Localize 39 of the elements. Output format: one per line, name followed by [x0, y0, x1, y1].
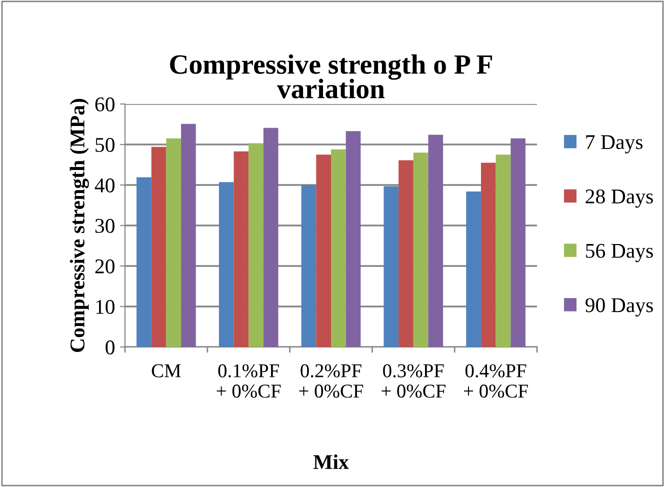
- x-tick-label: 0.3%PF + 0%CF: [382, 364, 446, 398]
- bar: [398, 160, 414, 347]
- y-axis-title: Compressive strength (MPa): [70, 98, 89, 352]
- y-tick-label: 20: [95, 259, 114, 274]
- bar: [466, 191, 481, 347]
- bar: [428, 134, 444, 347]
- bar: [496, 154, 511, 347]
- bar: [136, 177, 152, 347]
- bar: [166, 138, 182, 347]
- y-tick-label: 0: [106, 340, 114, 354]
- bar: [331, 149, 346, 347]
- bar: [480, 162, 496, 347]
- x-axis-title: Mix: [313, 454, 349, 469]
- y-tick-label: 10: [96, 300, 114, 314]
- legend-label: 90 Days: [585, 298, 653, 317]
- x-tick-label: CM: [152, 364, 181, 378]
- bar: [151, 146, 166, 347]
- bar: [413, 152, 428, 347]
- bar: [181, 124, 196, 347]
- bar: [301, 185, 316, 347]
- y-tick-label: 60: [95, 97, 114, 112]
- bar: [510, 138, 526, 347]
- chart-title: Compressive strength o P F variation: [170, 54, 492, 98]
- bar: [218, 182, 234, 347]
- x-tick-label: 0.2%PF + 0%CF: [299, 364, 364, 398]
- legend-label: 56 Days: [586, 244, 653, 262]
- bar: [248, 143, 264, 347]
- legend-label: 28 Days: [586, 189, 653, 208]
- x-tick-label: 0.1%PF + 0%CF: [216, 364, 281, 398]
- bar: [316, 154, 331, 347]
- bar: [234, 151, 249, 347]
- legend-label: 7 Days: [586, 135, 643, 154]
- x-tick-label: 0.4%PF + 0%CF: [464, 364, 528, 398]
- bar: [346, 131, 361, 347]
- bar: [263, 128, 278, 347]
- bar: [384, 186, 399, 347]
- y-tick-label: 30: [95, 218, 114, 233]
- y-tick-label: 40: [94, 178, 114, 192]
- y-tick-label: 50: [96, 138, 114, 152]
